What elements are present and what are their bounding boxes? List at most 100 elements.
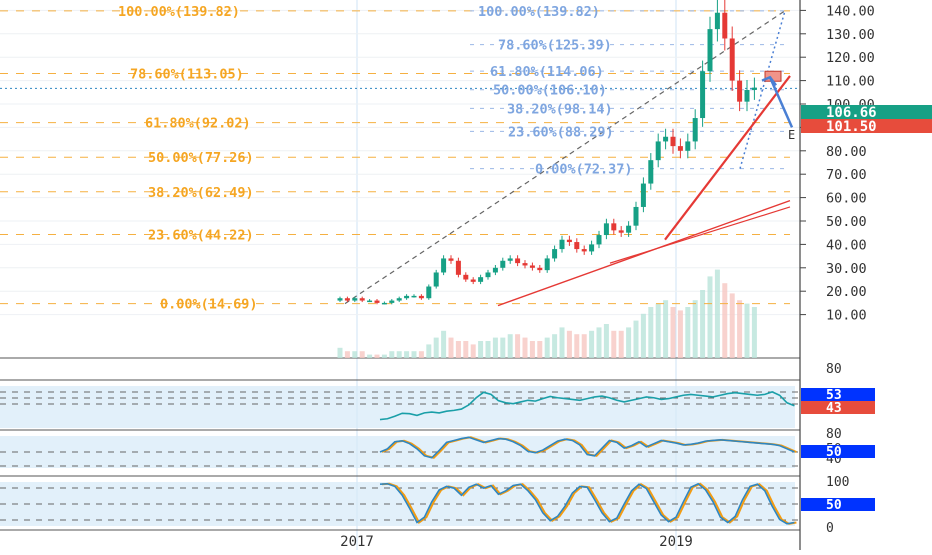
fib-right-label: 100.00%(139.82)	[478, 4, 600, 20]
candle-body	[744, 89, 750, 102]
volume-bar	[618, 330, 624, 358]
indicator-badge-bg	[801, 445, 875, 458]
fib-lines	[0, 10, 800, 305]
candle-body	[441, 258, 447, 273]
indicator-2-tick: 80	[826, 427, 842, 442]
volume-bar	[574, 334, 580, 358]
candle-body	[633, 206, 639, 226]
volume-bar	[404, 351, 410, 358]
fib-left-label: 38.20%(62.49)	[148, 185, 254, 201]
candle-body	[411, 295, 417, 298]
indicator-badge-label: 43	[826, 401, 842, 416]
volume-bar	[455, 341, 461, 358]
candle-body	[485, 272, 491, 278]
volume-bar	[352, 351, 358, 358]
candle-body	[344, 298, 350, 301]
volume-bar	[396, 351, 402, 358]
indicator-panels	[0, 386, 800, 526]
candle-body	[552, 249, 558, 259]
volume-bar	[381, 354, 387, 358]
y-tick-label: 120.00	[826, 50, 875, 66]
volume-bar	[411, 351, 417, 358]
candle-body	[566, 239, 572, 243]
candle-body	[751, 87, 757, 90]
fib-left-label: 50.00%(77.26)	[148, 150, 254, 166]
volume-bar	[441, 330, 447, 358]
candle-body	[640, 183, 646, 207]
fib-right-label: 38.20%(98.14)	[507, 101, 613, 117]
candle-body	[559, 239, 565, 250]
candle-body	[448, 258, 454, 261]
candle-body	[677, 146, 683, 151]
candle-body	[396, 298, 402, 301]
indicator-badge-label: 50	[826, 445, 842, 460]
volume-bar	[581, 334, 587, 358]
volume-bar	[389, 351, 395, 358]
candle-body	[470, 279, 476, 282]
volume-bar	[737, 300, 743, 358]
volume-bar	[640, 313, 646, 358]
candle-body	[389, 300, 395, 303]
candle-body	[722, 12, 728, 39]
volume-bar	[367, 354, 373, 358]
price-badge-label: 101.50	[826, 119, 877, 135]
volume-bar	[478, 341, 484, 358]
candle-body	[433, 272, 439, 287]
candle-body	[544, 258, 550, 271]
y-tick-label: 130.00	[826, 27, 875, 43]
volume-bar	[463, 341, 469, 358]
fib-right-label: 61.80%(114.06)	[490, 64, 604, 80]
candle-body	[337, 298, 343, 301]
fib-right-label: 78.60%(125.39)	[498, 38, 612, 54]
blue-dotted-line	[739, 10, 786, 169]
volume-bar	[722, 283, 728, 358]
red-trend-line-steep	[664, 75, 791, 241]
candle-body	[655, 141, 661, 161]
candle-body	[707, 29, 713, 72]
y-tick-label: 110.00	[826, 74, 875, 90]
indicator-badge-label: 53	[826, 388, 842, 403]
volume-bar	[714, 269, 720, 358]
volume-bar	[559, 327, 565, 358]
price-badge-label: 106.66	[826, 105, 877, 121]
volume-bar	[566, 330, 572, 358]
volume-bar	[492, 337, 498, 358]
annotation-label: E	[788, 128, 795, 142]
candle-body	[626, 225, 632, 233]
volume-bar	[677, 310, 683, 358]
volume-bar	[670, 307, 676, 358]
volume-bar	[337, 347, 343, 358]
volume-bar	[707, 276, 713, 358]
y-tick-label: 50.00	[826, 214, 867, 230]
indicator-line	[379, 391, 795, 421]
volume-bar	[537, 341, 543, 358]
candle-body	[374, 300, 380, 303]
volume-bar	[700, 290, 706, 358]
candle-body	[404, 295, 410, 299]
candle-body	[611, 223, 617, 231]
fib-right-label: 0.00%(72.37)	[535, 162, 633, 178]
candle-body	[455, 260, 461, 275]
candle-body	[418, 295, 424, 299]
candle-body	[492, 267, 498, 273]
candle-body	[714, 12, 720, 30]
candle-body	[596, 235, 602, 245]
blue-arrow-head	[761, 75, 778, 87]
fib-left-label: 61.80%(92.02)	[145, 116, 251, 132]
volume-bar	[751, 307, 757, 358]
candle-body	[478, 277, 484, 282]
candle-body	[463, 274, 469, 280]
candle-body	[700, 71, 706, 119]
candle-body	[670, 136, 676, 147]
diagonal-dashed-line	[344, 10, 786, 305]
volume-bar	[500, 337, 506, 358]
fib-labels: 100.00%(139.82) 78.60%(113.05) 61.80%(92.0…	[118, 4, 633, 313]
candle-body	[692, 118, 698, 142]
x-tick-label: 2017	[340, 534, 374, 550]
candle-body	[529, 265, 535, 268]
candle-body	[603, 223, 609, 236]
candle-body	[359, 298, 365, 301]
